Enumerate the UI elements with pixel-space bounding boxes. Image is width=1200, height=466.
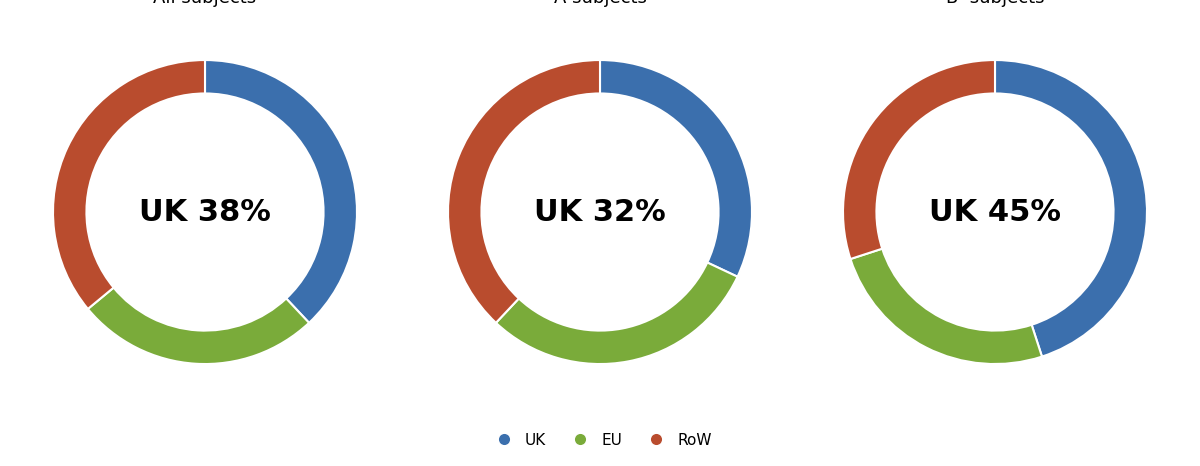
Wedge shape	[851, 249, 1042, 364]
Wedge shape	[844, 60, 995, 259]
Wedge shape	[448, 60, 600, 323]
Text: UK 45%: UK 45%	[929, 198, 1061, 226]
Wedge shape	[88, 288, 310, 364]
Title: A subjects: A subjects	[553, 0, 647, 7]
Legend: UK, EU, RoW: UK, EU, RoW	[482, 426, 718, 454]
Wedge shape	[53, 60, 205, 309]
Text: UK 32%: UK 32%	[534, 198, 666, 226]
Wedge shape	[995, 60, 1147, 356]
Title: B  subjects: B subjects	[946, 0, 1044, 7]
Wedge shape	[205, 60, 356, 323]
Wedge shape	[496, 262, 738, 364]
Title: All subjects: All subjects	[154, 0, 257, 7]
Wedge shape	[600, 60, 752, 277]
Text: UK 38%: UK 38%	[139, 198, 271, 226]
